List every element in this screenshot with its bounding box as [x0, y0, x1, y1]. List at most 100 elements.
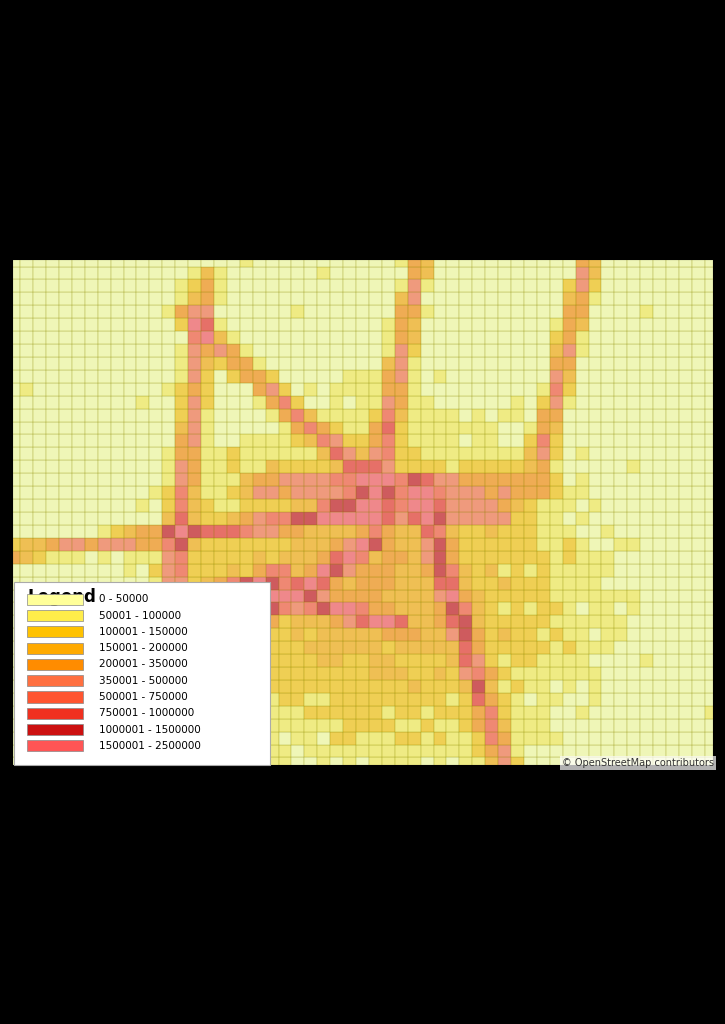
Bar: [434, 344, 447, 357]
Bar: [149, 461, 162, 473]
Bar: [253, 680, 265, 693]
Bar: [382, 629, 395, 641]
Bar: [20, 395, 33, 409]
Bar: [369, 422, 382, 434]
Bar: [123, 512, 136, 525]
Bar: [524, 486, 537, 499]
Bar: [589, 318, 602, 331]
Bar: [98, 357, 111, 370]
Bar: [369, 331, 382, 344]
Bar: [111, 615, 123, 629]
Bar: [692, 577, 705, 590]
Bar: [524, 641, 537, 654]
Bar: [395, 577, 407, 590]
Bar: [59, 602, 72, 615]
Bar: [85, 602, 98, 615]
Bar: [201, 370, 214, 383]
Bar: [666, 706, 679, 719]
Bar: [291, 744, 304, 758]
Bar: [318, 422, 330, 434]
Bar: [653, 602, 666, 615]
Bar: [640, 486, 653, 499]
Bar: [85, 331, 98, 344]
Bar: [382, 615, 395, 629]
Bar: [59, 667, 72, 680]
Bar: [460, 758, 472, 770]
Bar: [589, 266, 602, 280]
Bar: [705, 590, 718, 602]
Bar: [330, 693, 343, 706]
Bar: [343, 318, 356, 331]
Bar: [278, 577, 291, 590]
Bar: [330, 731, 343, 744]
Bar: [304, 538, 318, 551]
Bar: [149, 731, 162, 744]
Bar: [227, 266, 240, 280]
Bar: [33, 590, 46, 602]
Bar: [472, 305, 485, 318]
Bar: [265, 680, 278, 693]
Bar: [369, 538, 382, 551]
Bar: [537, 370, 550, 383]
Bar: [434, 654, 447, 667]
Bar: [420, 629, 434, 641]
Bar: [576, 667, 589, 680]
Bar: [602, 357, 614, 370]
Bar: [265, 254, 278, 266]
Bar: [705, 706, 718, 719]
Bar: [627, 641, 640, 654]
Bar: [472, 706, 485, 719]
Bar: [679, 680, 692, 693]
Bar: [356, 447, 369, 461]
Bar: [253, 486, 265, 499]
Bar: [59, 305, 72, 318]
Bar: [434, 577, 447, 590]
Bar: [20, 654, 33, 667]
Bar: [460, 602, 472, 615]
Bar: [627, 654, 640, 667]
Bar: [278, 357, 291, 370]
Bar: [188, 525, 201, 538]
Bar: [33, 266, 46, 280]
Bar: [653, 654, 666, 667]
Bar: [563, 719, 576, 731]
Bar: [214, 590, 227, 602]
Bar: [33, 357, 46, 370]
Bar: [291, 383, 304, 395]
Bar: [27, 675, 83, 686]
Bar: [278, 254, 291, 266]
Bar: [447, 473, 460, 486]
Bar: [188, 254, 201, 266]
Bar: [265, 293, 278, 305]
Bar: [85, 318, 98, 331]
Bar: [85, 680, 98, 693]
Bar: [589, 305, 602, 318]
Bar: [589, 499, 602, 512]
Bar: [692, 693, 705, 706]
Bar: [511, 744, 524, 758]
Bar: [537, 615, 550, 629]
Bar: [7, 654, 20, 667]
Bar: [511, 693, 524, 706]
Bar: [692, 654, 705, 667]
Bar: [498, 266, 511, 280]
Bar: [382, 344, 395, 357]
Bar: [550, 473, 563, 486]
Bar: [46, 344, 59, 357]
Bar: [201, 280, 214, 293]
Bar: [343, 370, 356, 383]
Bar: [330, 538, 343, 551]
Bar: [111, 590, 123, 602]
Bar: [498, 629, 511, 641]
Bar: [395, 680, 407, 693]
Bar: [20, 447, 33, 461]
Bar: [356, 680, 369, 693]
Bar: [188, 370, 201, 383]
Bar: [640, 706, 653, 719]
Bar: [602, 680, 614, 693]
Bar: [485, 254, 498, 266]
Bar: [227, 615, 240, 629]
Bar: [227, 590, 240, 602]
Bar: [420, 719, 434, 731]
Bar: [511, 395, 524, 409]
